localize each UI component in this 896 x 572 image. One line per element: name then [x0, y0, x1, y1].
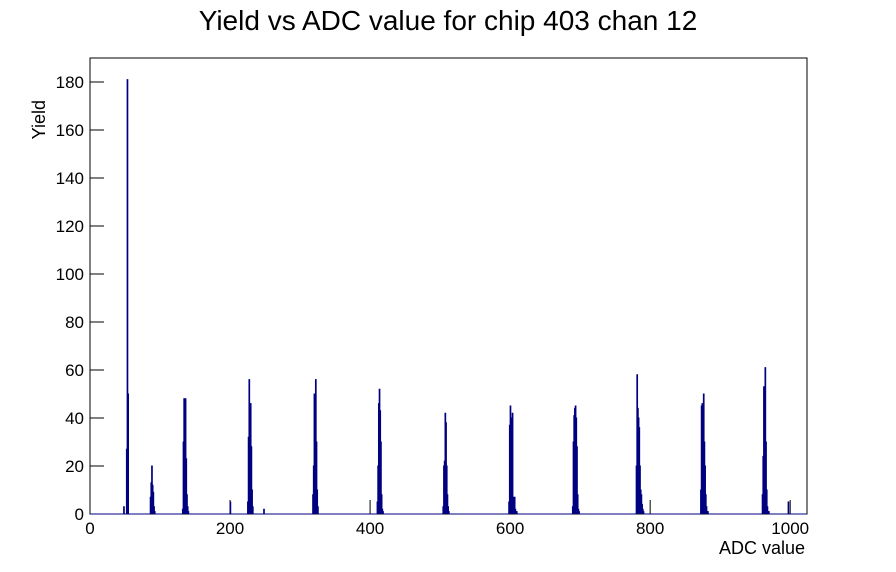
bar — [707, 511, 709, 514]
bar — [515, 511, 518, 514]
bar — [127, 393, 130, 514]
y-tick-label: 20 — [65, 457, 84, 476]
bar — [184, 398, 187, 514]
bar — [380, 494, 383, 514]
y-tick-label: 160 — [56, 121, 84, 140]
bar — [315, 441, 318, 514]
bar — [316, 489, 319, 514]
bar — [766, 506, 769, 514]
bar — [787, 501, 790, 514]
bar — [765, 441, 767, 514]
y-tick-label: 60 — [65, 361, 84, 380]
x-tick-label: 400 — [356, 519, 384, 538]
bar — [513, 496, 516, 514]
y-tick-label: 140 — [56, 169, 84, 188]
bar — [445, 465, 448, 514]
x-tick-label: 0 — [85, 519, 94, 538]
bar — [642, 511, 645, 514]
y-tick-label: 0 — [75, 505, 84, 524]
y-tick-label: 180 — [56, 73, 84, 92]
bar — [153, 511, 156, 514]
bar — [229, 501, 232, 514]
bar — [153, 506, 155, 514]
bar — [152, 491, 155, 514]
x-tick-label: 1000 — [771, 519, 809, 538]
bar — [705, 506, 708, 514]
bar — [186, 494, 188, 514]
x-tick-label: 600 — [496, 519, 524, 538]
bar — [380, 441, 382, 514]
bar — [250, 446, 253, 514]
bar — [186, 506, 189, 514]
x-axis-label: ADC value — [719, 538, 805, 558]
x-tick-label: 200 — [216, 519, 244, 538]
y-tick-label: 80 — [65, 313, 84, 332]
bar — [317, 506, 319, 514]
bar — [126, 79, 129, 514]
bar — [123, 506, 125, 514]
bar — [448, 511, 450, 514]
bar — [447, 506, 449, 514]
bar — [251, 506, 254, 514]
chart-title: Yield vs ADC value for chip 403 chan 12 — [199, 5, 698, 36]
y-axis-label: Yield — [29, 100, 49, 139]
bar — [185, 458, 188, 514]
bar — [767, 511, 770, 514]
bar — [511, 412, 514, 514]
y-tick-label: 100 — [56, 265, 84, 284]
bar — [187, 511, 190, 514]
bar — [446, 494, 449, 514]
bar — [578, 511, 580, 514]
x-tick-label: 800 — [636, 519, 664, 538]
bar — [576, 494, 579, 514]
y-tick-label: 40 — [65, 409, 84, 428]
bar — [251, 489, 253, 514]
plot-frame — [89, 57, 808, 515]
bar — [704, 465, 706, 514]
bar — [765, 489, 768, 514]
bar — [382, 511, 384, 514]
bar — [704, 494, 707, 514]
y-tick-label: 120 — [56, 217, 84, 236]
bar — [263, 508, 265, 514]
bar — [576, 446, 578, 514]
bar — [764, 367, 767, 514]
